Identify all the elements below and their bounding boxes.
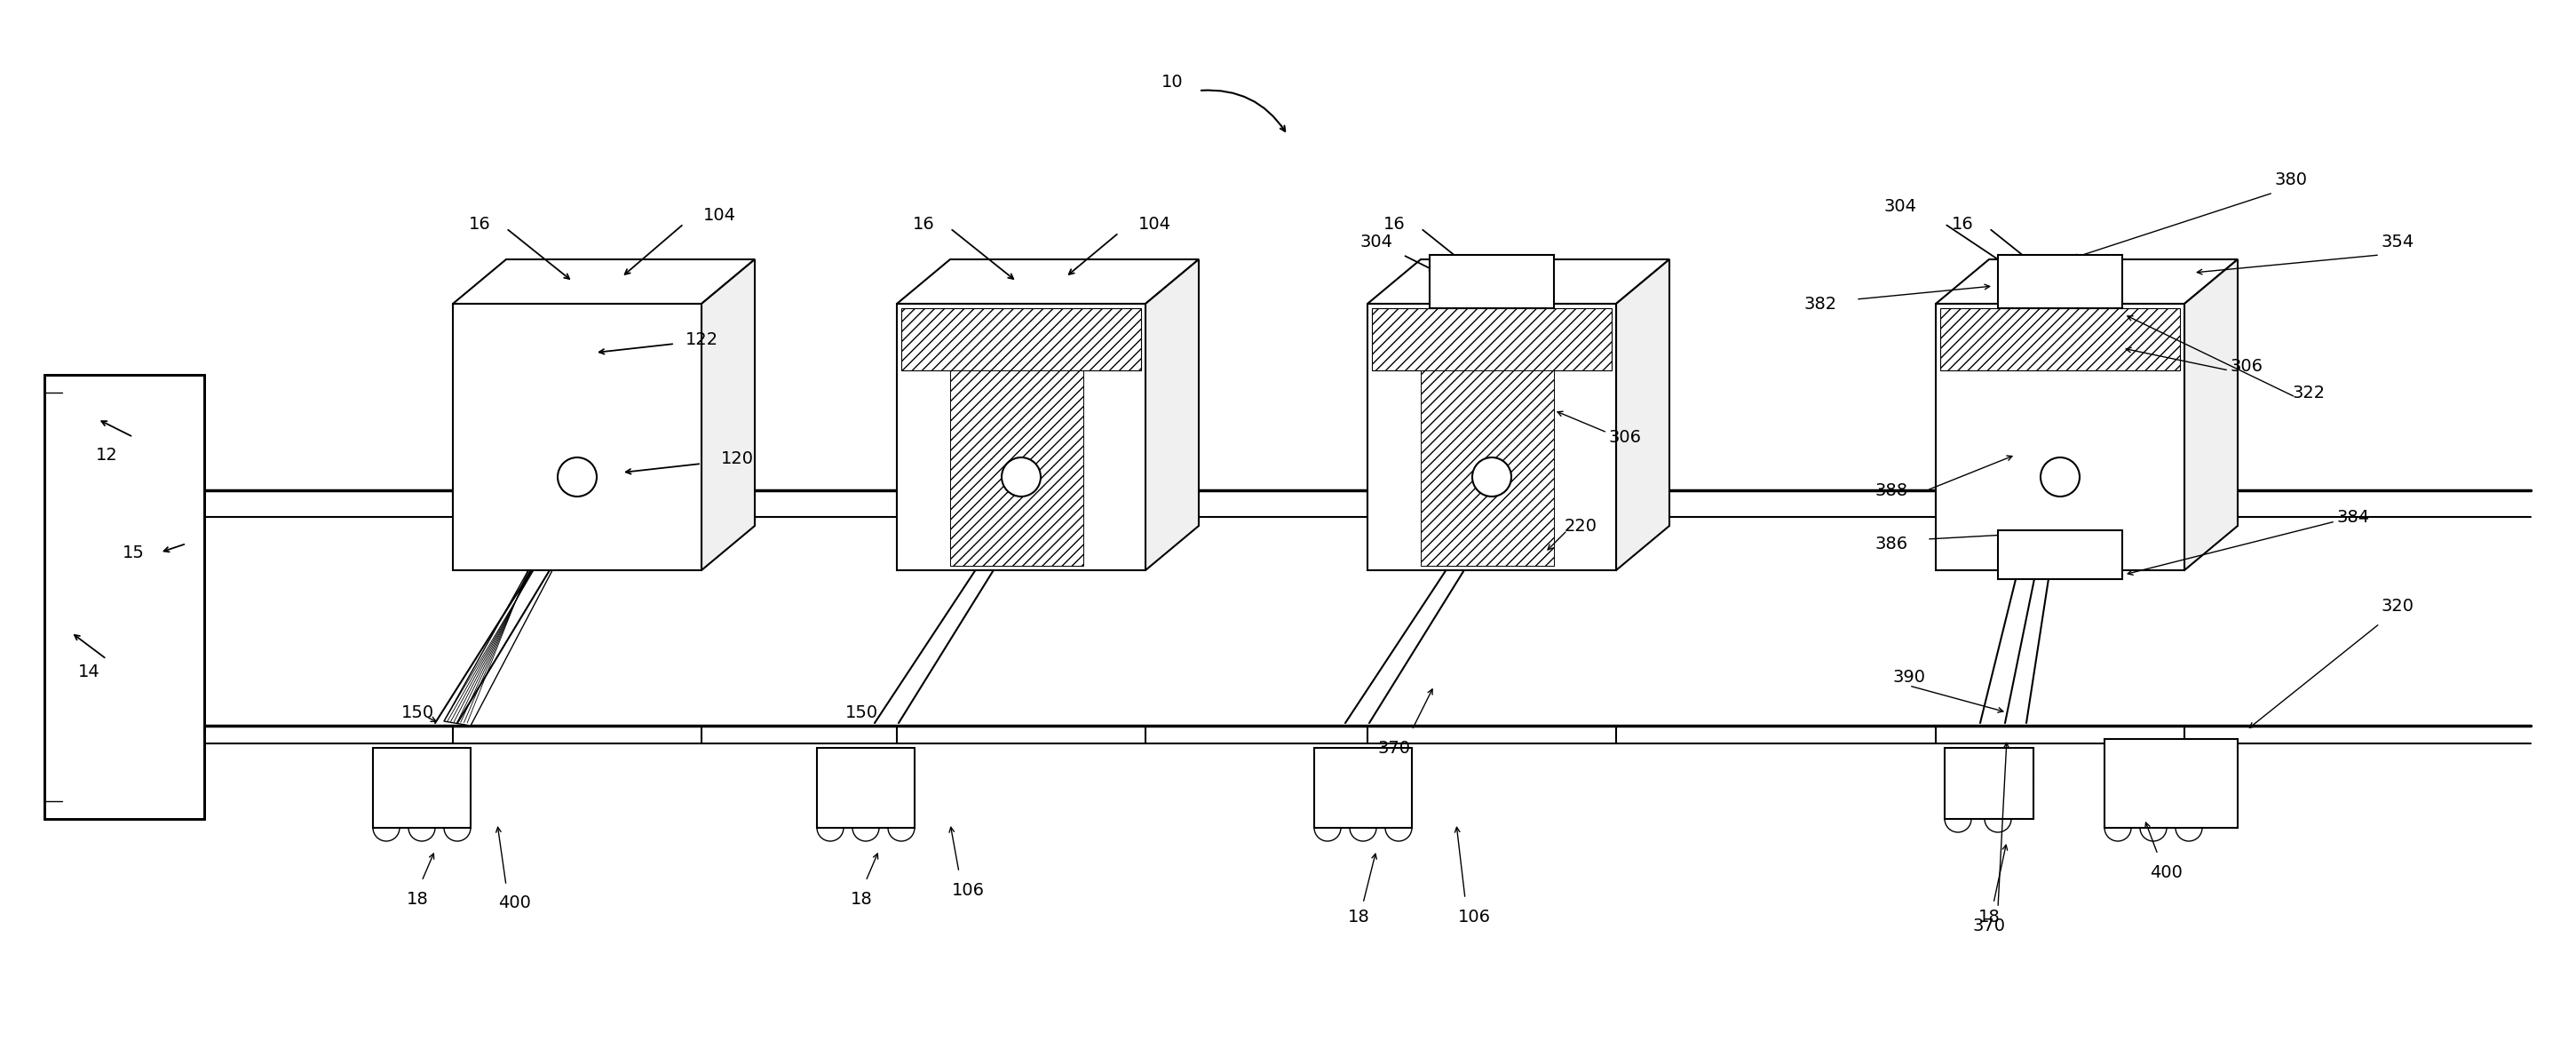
Text: 382: 382 bbox=[1803, 296, 1837, 312]
Text: 14: 14 bbox=[77, 664, 100, 681]
Bar bbox=[1945, 451, 2177, 504]
Polygon shape bbox=[817, 747, 914, 828]
Polygon shape bbox=[1368, 304, 1615, 570]
Bar bbox=[1999, 530, 2123, 579]
Text: 10: 10 bbox=[1162, 73, 1182, 91]
Text: 370: 370 bbox=[1378, 739, 1412, 757]
Text: 304: 304 bbox=[1360, 233, 1394, 250]
Circle shape bbox=[2040, 457, 2079, 497]
Polygon shape bbox=[1935, 259, 2239, 304]
Text: 18: 18 bbox=[1347, 908, 1370, 925]
Text: 16: 16 bbox=[912, 215, 935, 232]
Text: 384: 384 bbox=[2336, 508, 2370, 526]
Text: 390: 390 bbox=[1893, 668, 1927, 685]
Polygon shape bbox=[44, 375, 204, 819]
Text: 104: 104 bbox=[1139, 215, 1170, 232]
Text: 370: 370 bbox=[1973, 917, 2007, 934]
Text: 306: 306 bbox=[1607, 429, 1641, 446]
Text: 306: 306 bbox=[2231, 357, 2262, 375]
Polygon shape bbox=[896, 259, 1198, 304]
Polygon shape bbox=[443, 557, 559, 726]
Bar bbox=[1437, 263, 1546, 312]
Polygon shape bbox=[374, 747, 471, 828]
Text: 400: 400 bbox=[500, 895, 531, 912]
Text: 388: 388 bbox=[1875, 482, 1909, 499]
Bar bbox=[951, 371, 1084, 566]
Polygon shape bbox=[701, 259, 755, 570]
Bar bbox=[1940, 308, 2179, 371]
Polygon shape bbox=[1935, 304, 2184, 570]
Bar bbox=[1422, 371, 1553, 566]
Text: 106: 106 bbox=[951, 882, 984, 898]
Text: 320: 320 bbox=[2380, 598, 2414, 614]
Polygon shape bbox=[2184, 259, 2239, 570]
Text: 386: 386 bbox=[1875, 535, 1909, 552]
Text: 12: 12 bbox=[95, 447, 118, 463]
Bar bbox=[2007, 263, 2112, 312]
Text: 150: 150 bbox=[402, 704, 433, 720]
Text: 122: 122 bbox=[685, 331, 719, 348]
Polygon shape bbox=[453, 259, 755, 304]
Polygon shape bbox=[1945, 747, 2032, 819]
Circle shape bbox=[1002, 457, 1041, 497]
Circle shape bbox=[556, 457, 598, 497]
Text: 16: 16 bbox=[1953, 215, 1973, 232]
Bar bbox=[1999, 255, 2123, 308]
Text: 150: 150 bbox=[845, 704, 878, 720]
Polygon shape bbox=[1146, 259, 1198, 570]
Bar bbox=[1373, 308, 1613, 371]
Bar bbox=[902, 308, 1141, 371]
Text: 354: 354 bbox=[2380, 233, 2414, 250]
Polygon shape bbox=[1615, 259, 1669, 570]
Polygon shape bbox=[896, 304, 1146, 570]
Text: 220: 220 bbox=[1564, 517, 1597, 534]
Text: 16: 16 bbox=[1383, 215, 1404, 232]
Text: 380: 380 bbox=[2275, 171, 2308, 187]
Polygon shape bbox=[1368, 259, 1669, 304]
Text: 304: 304 bbox=[1883, 198, 1917, 214]
Text: 106: 106 bbox=[1458, 908, 1492, 925]
Text: 18: 18 bbox=[1978, 908, 1999, 925]
Text: 18: 18 bbox=[850, 890, 873, 908]
Polygon shape bbox=[1314, 747, 1412, 828]
Text: 18: 18 bbox=[407, 890, 428, 908]
Text: 104: 104 bbox=[703, 206, 737, 224]
Text: 16: 16 bbox=[469, 215, 489, 232]
Text: 400: 400 bbox=[2151, 864, 2182, 881]
Polygon shape bbox=[2105, 739, 2239, 828]
Text: 15: 15 bbox=[121, 544, 144, 561]
Text: 120: 120 bbox=[721, 451, 752, 467]
Polygon shape bbox=[453, 304, 701, 570]
Text: 322: 322 bbox=[2293, 384, 2326, 401]
Circle shape bbox=[1473, 457, 1512, 497]
Bar bbox=[1430, 255, 1553, 308]
